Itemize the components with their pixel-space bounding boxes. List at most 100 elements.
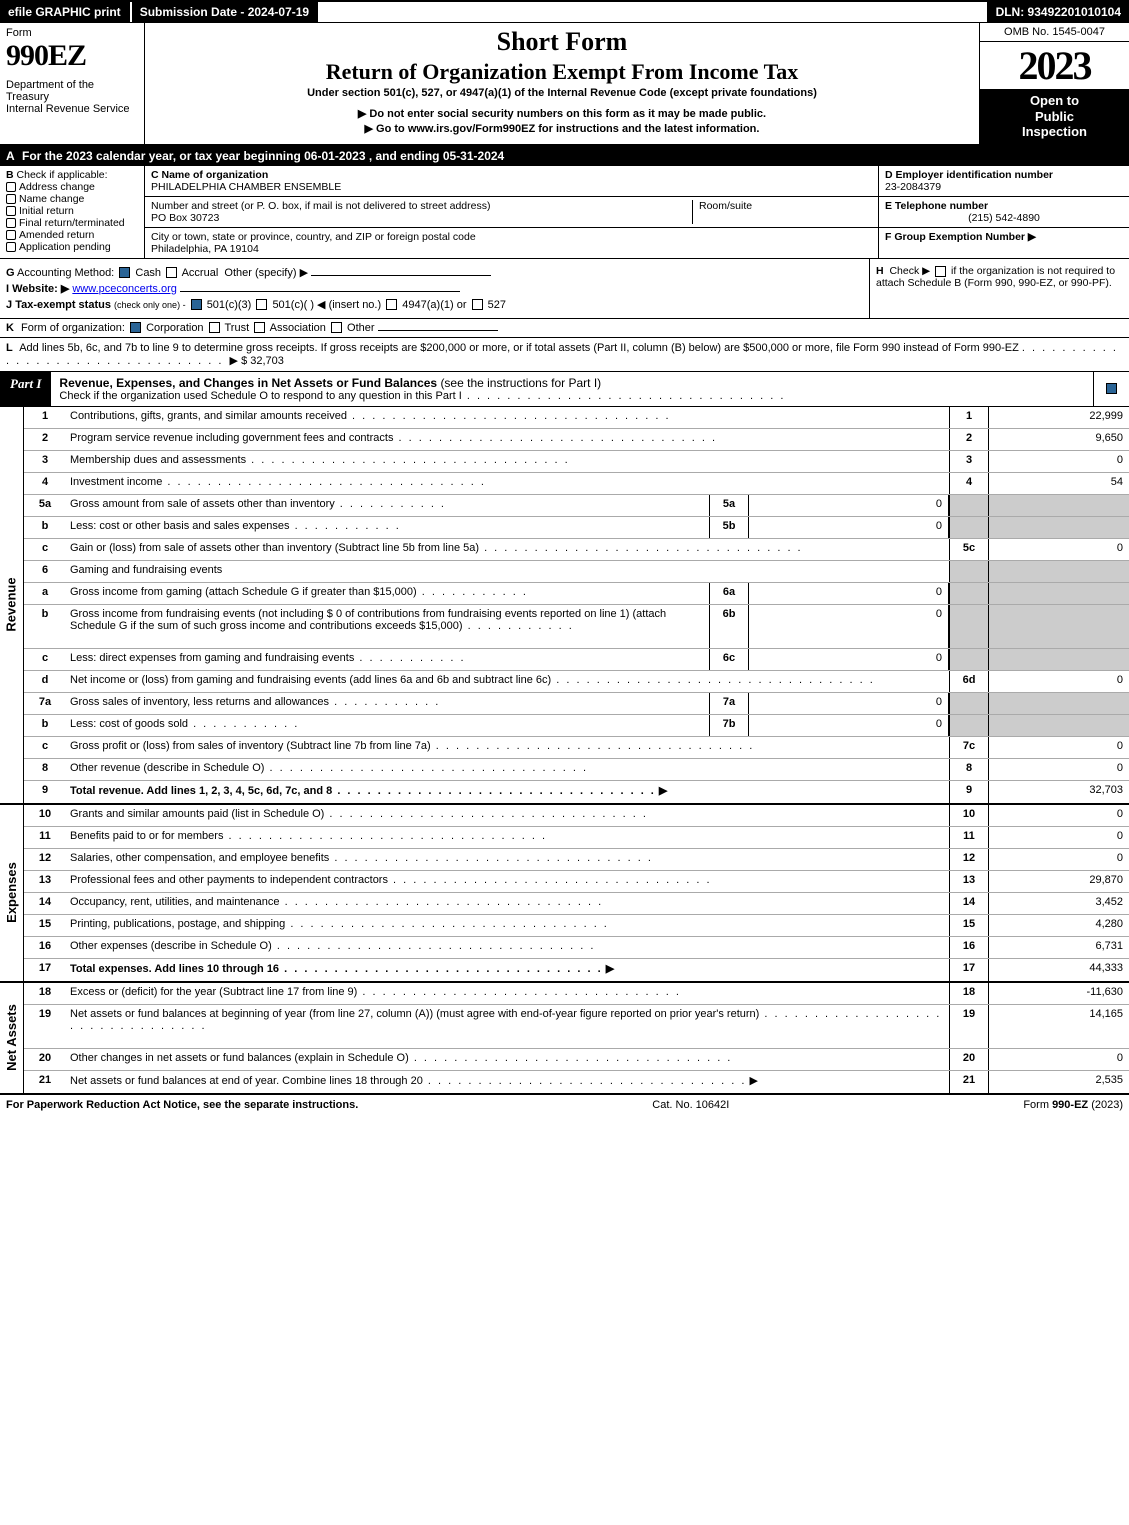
right-num: 9 <box>949 781 989 803</box>
line-c: cLess: direct expenses from gaming and f… <box>24 649 1129 671</box>
chk-final-return[interactable]: Final return/terminated <box>6 217 138 229</box>
line-num: 6 <box>24 561 66 582</box>
line-num: c <box>24 737 66 758</box>
line-d: dNet income or (loss) from gaming and fu… <box>24 671 1129 693</box>
right-num: 21 <box>949 1071 989 1093</box>
right-val: 0 <box>989 451 1129 472</box>
chk-amended-return[interactable]: Amended return <box>6 229 138 241</box>
line-text: Total revenue. Add lines 1, 2, 3, 4, 5c,… <box>66 781 949 803</box>
line-b: bGross income from fundraising events (n… <box>24 605 1129 649</box>
top-bar: efile GRAPHIC print Submission Date - 20… <box>0 0 1129 23</box>
line-text: Gross income from gaming (attach Schedul… <box>66 583 709 604</box>
chk-application-pending[interactable]: Application pending <box>6 241 138 253</box>
chk-accrual[interactable] <box>166 267 177 278</box>
chk-cash[interactable] <box>119 267 130 278</box>
line-16: 16Other expenses (describe in Schedule O… <box>24 937 1129 959</box>
form-title-block: Short Form Return of Organization Exempt… <box>145 23 979 144</box>
short-form-title: Short Form <box>151 27 973 57</box>
line-15: 15Printing, publications, postage, and s… <box>24 915 1129 937</box>
col-def-block: D Employer identification number 23-2084… <box>879 166 1129 258</box>
topbar-spacer <box>318 2 987 22</box>
form-word: Form <box>6 27 138 39</box>
line-10: 10Grants and similar amounts paid (list … <box>24 805 1129 827</box>
line-num: 15 <box>24 915 66 936</box>
chk-name-change[interactable]: Name change <box>6 193 138 205</box>
line-c: cGain or (loss) from sale of assets othe… <box>24 539 1129 561</box>
line-text: Contributions, gifts, grants, and simila… <box>66 407 949 428</box>
col-gij: G Accounting Method: Cash Accrual Other … <box>0 259 869 318</box>
right-val: -11,630 <box>989 983 1129 1004</box>
right-num: 5c <box>949 539 989 560</box>
line-12: 12Salaries, other compensation, and empl… <box>24 849 1129 871</box>
line-text: Total expenses. Add lines 10 through 16 … <box>66 959 949 981</box>
right-val: 2,535 <box>989 1071 1129 1093</box>
identity-block: B Check if applicable: Address change Na… <box>0 166 1129 259</box>
line-text: Professional fees and other payments to … <box>66 871 949 892</box>
line-3: 3Membership dues and assessments30 <box>24 451 1129 473</box>
row-a-tax-year: A For the 2023 calendar year, or tax yea… <box>0 146 1129 166</box>
right-num: 12 <box>949 849 989 870</box>
right-val: 14,165 <box>989 1005 1129 1048</box>
right-val: 0 <box>989 805 1129 826</box>
expense-lines: 10Grants and similar amounts paid (list … <box>24 805 1129 981</box>
row-a-lead: A <box>6 149 15 163</box>
revenue-lines: 1Contributions, gifts, grants, and simil… <box>24 407 1129 803</box>
chk-501c[interactable] <box>256 299 267 310</box>
part1-tag: Part I <box>0 372 51 406</box>
row-j-tax-exempt: J Tax-exempt status (check only one) - 5… <box>6 298 863 311</box>
chk-no-schedule-b[interactable] <box>935 266 946 277</box>
line-num: a <box>24 583 66 604</box>
right-num <box>949 583 989 604</box>
dln-label: DLN: 93492201010104 <box>988 2 1129 22</box>
chk-initial-return[interactable]: Initial return <box>6 205 138 217</box>
right-num: 14 <box>949 893 989 914</box>
line-num: 21 <box>24 1071 66 1093</box>
chk-association[interactable] <box>254 322 265 333</box>
chk-527[interactable] <box>472 299 483 310</box>
line-1: 1Contributions, gifts, grants, and simil… <box>24 407 1129 429</box>
omb-number: OMB No. 1545-0047 <box>980 23 1129 42</box>
part1-header: Part I Revenue, Expenses, and Changes in… <box>0 372 1129 407</box>
chk-address-change[interactable]: Address change <box>6 181 138 193</box>
efile-print-label: efile GRAPHIC print <box>0 2 130 22</box>
line-text: Grants and similar amounts paid (list in… <box>66 805 949 826</box>
right-num <box>949 605 989 648</box>
line-18: 18Excess or (deficit) for the year (Subt… <box>24 983 1129 1005</box>
line-num: c <box>24 539 66 560</box>
right-val <box>989 605 1129 648</box>
chk-schedule-o-part1[interactable] <box>1106 383 1117 394</box>
chk-501c3[interactable] <box>191 299 202 310</box>
right-val: 54 <box>989 473 1129 494</box>
right-val: 9,650 <box>989 429 1129 450</box>
line-text: Program service revenue including govern… <box>66 429 949 450</box>
line-11: 11Benefits paid to or for members110 <box>24 827 1129 849</box>
right-num: 13 <box>949 871 989 892</box>
chk-other-org[interactable] <box>331 322 342 333</box>
netasset-lines: 18Excess or (deficit) for the year (Subt… <box>24 983 1129 1093</box>
line-text: Gross profit or (loss) from sales of inv… <box>66 737 949 758</box>
line-text: Gain or (loss) from sale of assets other… <box>66 539 949 560</box>
line-num: b <box>24 605 66 648</box>
line-num: 20 <box>24 1049 66 1070</box>
chk-4947a1[interactable] <box>386 299 397 310</box>
footer-left: For Paperwork Reduction Act Notice, see … <box>6 1099 358 1111</box>
part1-desc: Revenue, Expenses, and Changes in Net As… <box>51 372 1093 406</box>
line-num: 18 <box>24 983 66 1004</box>
line-5a: 5aGross amount from sale of assets other… <box>24 495 1129 517</box>
line-9: 9Total revenue. Add lines 1, 2, 3, 4, 5c… <box>24 781 1129 803</box>
gij-h-block: G Accounting Method: Cash Accrual Other … <box>0 259 1129 319</box>
website-link[interactable]: www.pceconcerts.org <box>72 283 177 295</box>
inline-num: 5b <box>709 517 749 538</box>
chk-corporation[interactable] <box>130 322 141 333</box>
tax-year: 2023 <box>980 42 1129 89</box>
chk-trust[interactable] <box>209 322 220 333</box>
col-c-org-name-address: C Name of organization PHILADELPHIA CHAM… <box>145 166 879 258</box>
right-num: 7c <box>949 737 989 758</box>
right-num: 19 <box>949 1005 989 1048</box>
right-num: 17 <box>949 959 989 981</box>
inline-num: 6c <box>709 649 749 670</box>
line-num: 3 <box>24 451 66 472</box>
line-num: 12 <box>24 849 66 870</box>
line-21: 21Net assets or fund balances at end of … <box>24 1071 1129 1093</box>
footer-cat-no: Cat. No. 10642I <box>652 1099 729 1111</box>
